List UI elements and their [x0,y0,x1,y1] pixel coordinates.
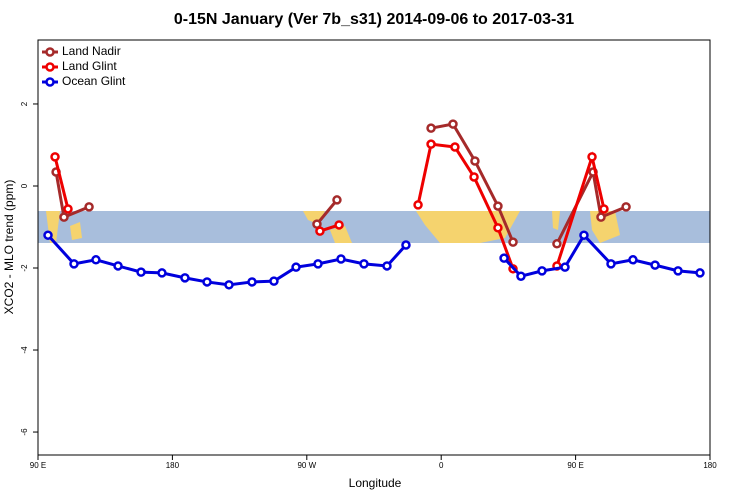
data-point [224,280,234,290]
data-point [587,152,597,162]
data-point [426,139,436,149]
data-point [180,273,190,283]
x-tick-label: 90 W [297,461,316,470]
legend-label: Ocean Glint [62,74,126,88]
series-line [416,142,515,270]
x-tick-label: 180 [166,461,180,470]
legend-marker [45,47,55,57]
data-point [450,142,460,152]
chart-title: 0-15N January (Ver 7b_s31) 2014-09-06 to… [174,11,574,28]
data-point [136,267,146,277]
data-point [69,259,79,269]
y-tick-label: -4 [20,346,29,354]
data-point [202,277,212,287]
data-point [448,119,458,129]
data-point [695,268,705,278]
x-axis-label: Longitude [349,476,402,490]
data-point [334,220,344,230]
data-point [43,230,53,240]
data-point [91,255,101,265]
data-point [426,123,436,133]
series-line [315,198,339,226]
data-point [552,239,562,249]
x-tick-label: 90 E [30,461,46,470]
data-point [599,204,609,214]
y-tick-label: -2 [20,264,29,272]
x-tick-label: 90 E [567,461,583,470]
data-point [469,172,479,182]
data-point [493,223,503,233]
x-tick-label: 0 [439,461,444,470]
legend-label: Land Nadir [62,44,121,58]
data-point [313,259,323,269]
data-point [247,277,257,287]
data-point [269,276,279,286]
series-line [502,232,701,278]
data-point [157,268,167,278]
legend-marker [45,62,55,72]
data-point [621,202,631,212]
y-axis-label: XCO2 - MLO trend (ppm) [2,180,16,315]
map-strip [38,211,710,243]
data-point [401,240,411,250]
data-point [332,195,342,205]
data-point [359,259,369,269]
data-point [537,266,547,276]
data-point [516,271,526,281]
data-point [673,266,683,276]
data-point [113,261,123,271]
data-point [560,262,570,272]
data-point [63,204,73,214]
y-tick-label: 2 [20,101,29,106]
data-point [382,261,392,271]
data-point [336,254,346,264]
series-line [53,156,70,210]
data-point [508,237,518,247]
data-point [413,200,423,210]
data-point [59,212,69,222]
data-point [650,260,660,270]
data-point [628,255,638,265]
data-point [315,226,325,236]
y-tick-label: -6 [20,428,29,436]
data-point [470,156,480,166]
legend-marker [45,77,55,87]
y-tick-label: 0 [20,183,29,188]
data-point [291,262,301,272]
x-tick-label: 180 [703,461,717,470]
plot-frame [37,39,711,456]
data-point [493,201,503,211]
data-point [579,230,589,240]
legend-label: Land Glint [62,59,117,73]
data-point [84,202,94,212]
data-point [499,253,509,263]
data-point [606,259,616,269]
data-point [596,212,606,222]
data-point [50,152,60,162]
